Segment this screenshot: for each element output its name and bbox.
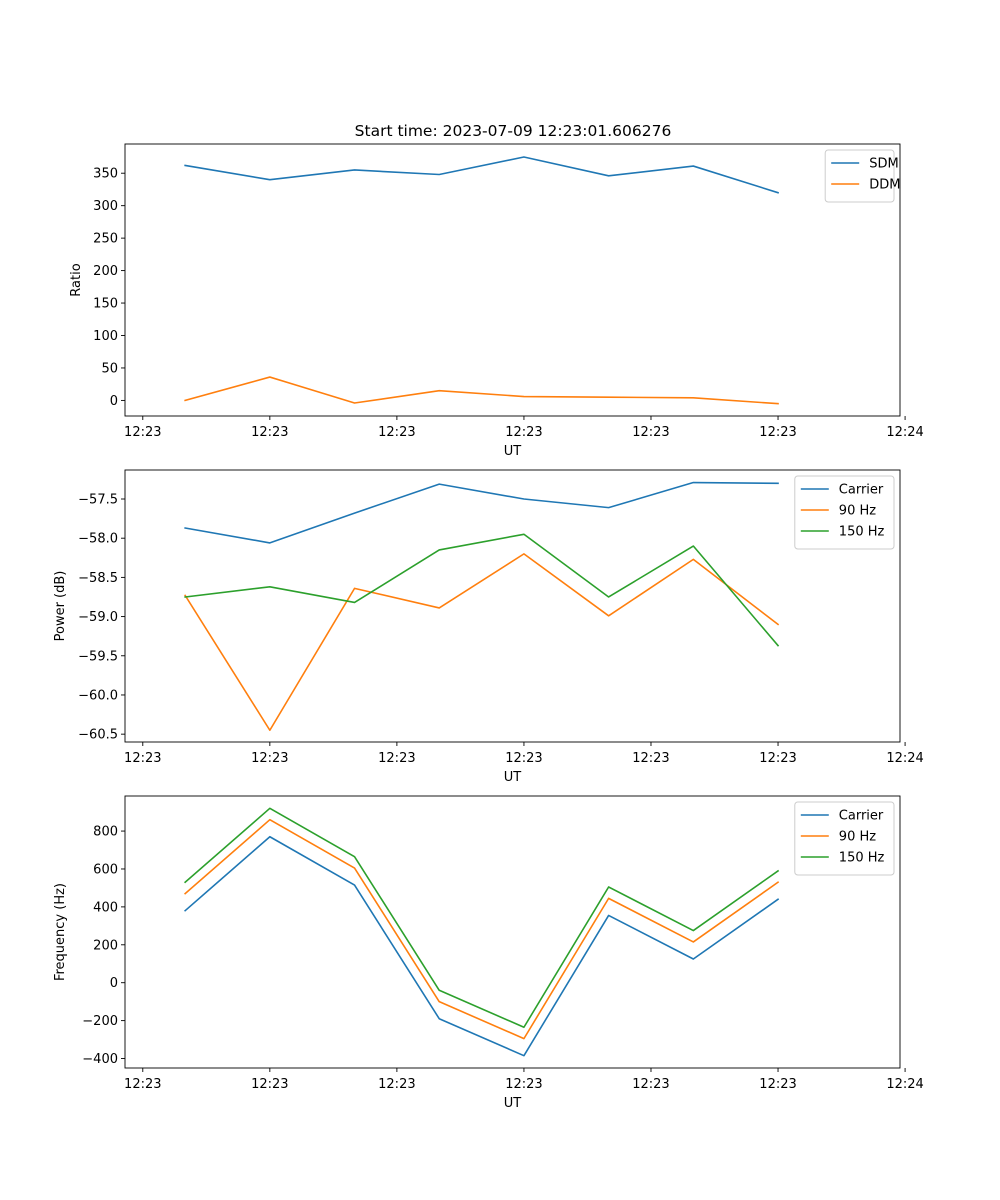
x-axis-label: UT	[504, 1096, 522, 1111]
series-line-ddm	[184, 376, 779, 405]
axes-frame	[124, 469, 901, 743]
x-tick-label: 12:23	[632, 425, 669, 440]
y-tick-label: −400	[82, 1052, 118, 1067]
legend: Carrier 90 Hz 150 Hz	[794, 801, 895, 876]
x-tick-label: 12:24	[886, 425, 923, 440]
y-tick-label: 0	[110, 394, 118, 409]
axes-frame	[124, 143, 901, 417]
panel-2: 12:23 12:23 12:23 12:23 12:23 12:23 12:24 −60.5…	[53, 469, 924, 785]
x-tick-label: 12:23	[759, 1077, 796, 1092]
y-tick-label: −60.5	[78, 728, 118, 743]
y-axis-label: Frequency (Hz)	[53, 883, 68, 981]
legend-label: 150 Hz	[839, 851, 885, 866]
series-line-150-hz	[184, 807, 780, 1029]
x-tick-label: 12:24	[886, 751, 923, 766]
legend-label: Carrier	[839, 483, 884, 498]
legend: SDM DDM	[824, 149, 900, 203]
x-axis-label: UT	[504, 770, 522, 785]
x-tick-label: 12:23	[378, 425, 415, 440]
figure-title: Start time: 2023-07-09 12:23:01.606276	[355, 122, 672, 140]
y-tick-label: −57.5	[78, 493, 118, 508]
legend-label: Carrier	[839, 809, 884, 824]
series-line-carrier	[184, 481, 779, 544]
y-tick-label: 800	[93, 825, 118, 840]
legend-label: 90 Hz	[839, 504, 876, 519]
y-tick-label: 0	[110, 976, 118, 991]
y-tick-label: −59.0	[78, 610, 118, 625]
y-tick-label: −59.5	[78, 649, 118, 664]
x-tick-label: 12:23	[632, 751, 669, 766]
series-line-150-hz	[184, 533, 780, 647]
y-tick-label: 200	[93, 264, 118, 279]
panel-1: 12:23 12:23 12:23 12:23 12:23 12:23 12:24 0 50 10…	[69, 143, 924, 459]
y-tick-label: 600	[93, 862, 118, 877]
x-tick-label: 12:23	[505, 751, 542, 766]
y-tick-label: 100	[93, 329, 118, 344]
y-tick-label: 150	[93, 297, 118, 312]
y-tick-label: 350	[93, 167, 118, 182]
x-tick-label: 12:23	[251, 1077, 288, 1092]
x-axis-label: UT	[504, 444, 522, 459]
legend-label: 150 Hz	[839, 525, 885, 540]
y-tick-label: 300	[93, 199, 118, 214]
legend-label: SDM	[869, 157, 898, 172]
x-tick-label: 12:23	[505, 425, 542, 440]
x-tick-label: 12:23	[124, 1077, 161, 1092]
x-tick-label: 12:24	[886, 1077, 923, 1092]
x-tick-label: 12:23	[124, 425, 161, 440]
x-tick-label: 12:23	[759, 425, 796, 440]
y-tick-label: −200	[82, 1014, 118, 1029]
y-axis-label: Ratio	[69, 263, 84, 296]
x-tick-label: 12:23	[505, 1077, 542, 1092]
y-tick-label: −60.0	[78, 688, 118, 703]
y-tick-label: 200	[93, 938, 118, 953]
x-tick-label: 12:23	[251, 425, 288, 440]
x-tick-label: 12:23	[378, 751, 415, 766]
series-line-90-hz	[184, 553, 780, 732]
x-tick-label: 12:23	[759, 751, 796, 766]
y-tick-label: 250	[93, 232, 118, 247]
legend: Carrier 90 Hz 150 Hz	[794, 475, 895, 550]
panel-3: 12:23 12:23 12:23 12:23 12:23 12:23 12:24 −400 −…	[53, 795, 924, 1111]
series-line-carrier	[184, 835, 780, 1057]
y-tick-label: 400	[93, 900, 118, 915]
x-tick-label: 12:23	[251, 751, 288, 766]
legend-label: DDM	[869, 178, 900, 193]
panels: 12:23 12:23 12:23 12:23 12:23 12:23 12:24 0 50 10…	[53, 143, 924, 1111]
y-tick-label: −58.0	[78, 532, 118, 547]
y-axis-label: Power (dB)	[53, 571, 68, 642]
y-tick-label: 50	[101, 361, 118, 376]
x-tick-label: 12:23	[378, 1077, 415, 1092]
x-tick-label: 12:23	[124, 751, 161, 766]
axes-frame	[124, 795, 901, 1069]
legend-label: 90 Hz	[839, 830, 876, 845]
x-tick-label: 12:23	[632, 1077, 669, 1092]
y-tick-label: −58.5	[78, 571, 118, 586]
series-line-90-hz	[184, 818, 780, 1040]
series-line-sdm	[184, 156, 780, 194]
